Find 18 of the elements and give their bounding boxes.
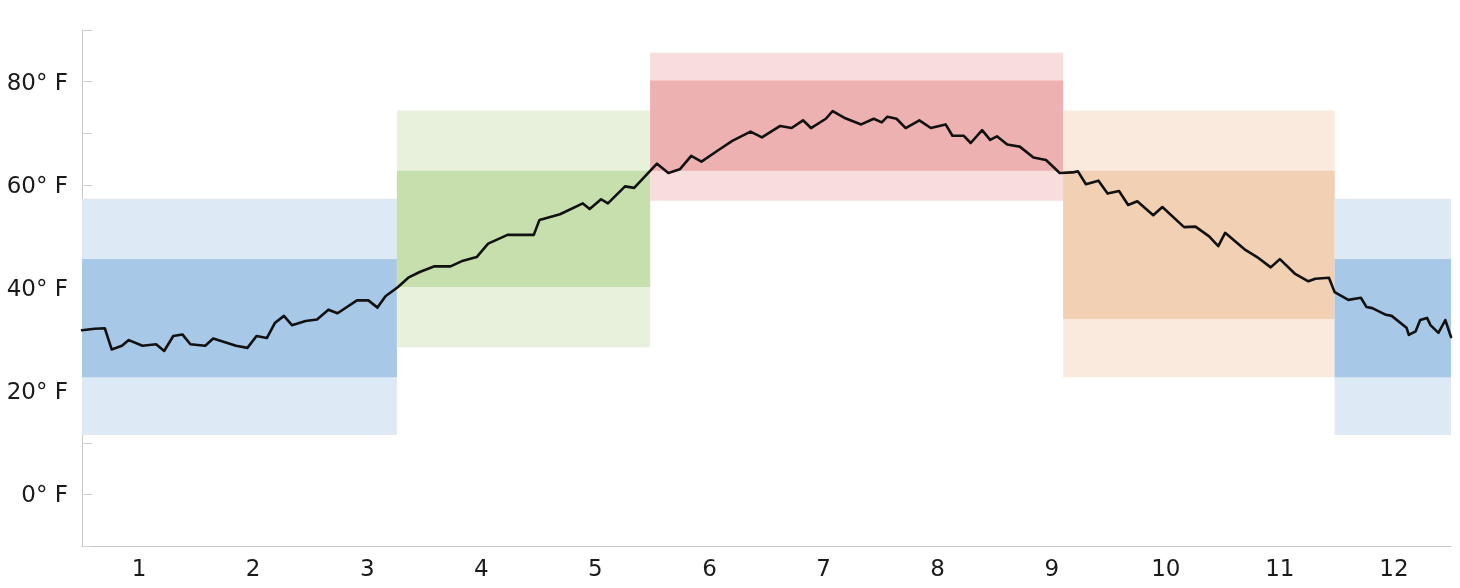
x-tick-label: 2 [245,554,261,581]
x-tick-label: 1 [131,554,147,581]
x-tick-label: 9 [1044,554,1060,581]
x-tick-label: 12 [1379,554,1409,581]
x-tick-label: 6 [702,554,717,581]
x-tick-label: 3 [359,554,375,581]
x-tick-label: 8 [930,554,945,581]
x-tick-label: 4 [473,554,489,581]
line-series [80,109,1453,353]
y-tick-label: 60° F [6,171,68,198]
x-tick-label: 5 [588,554,603,581]
x-tick-label: 10 [1151,554,1181,581]
y-tick-label: 20° F [6,378,68,405]
y-tick-label: 40° F [6,275,68,301]
y-tick-label: 0° F [21,481,68,508]
x-tick-label: 7 [816,554,831,581]
x-tick-label: 11 [1265,554,1295,581]
y-tick-label: 80° F [6,68,68,95]
